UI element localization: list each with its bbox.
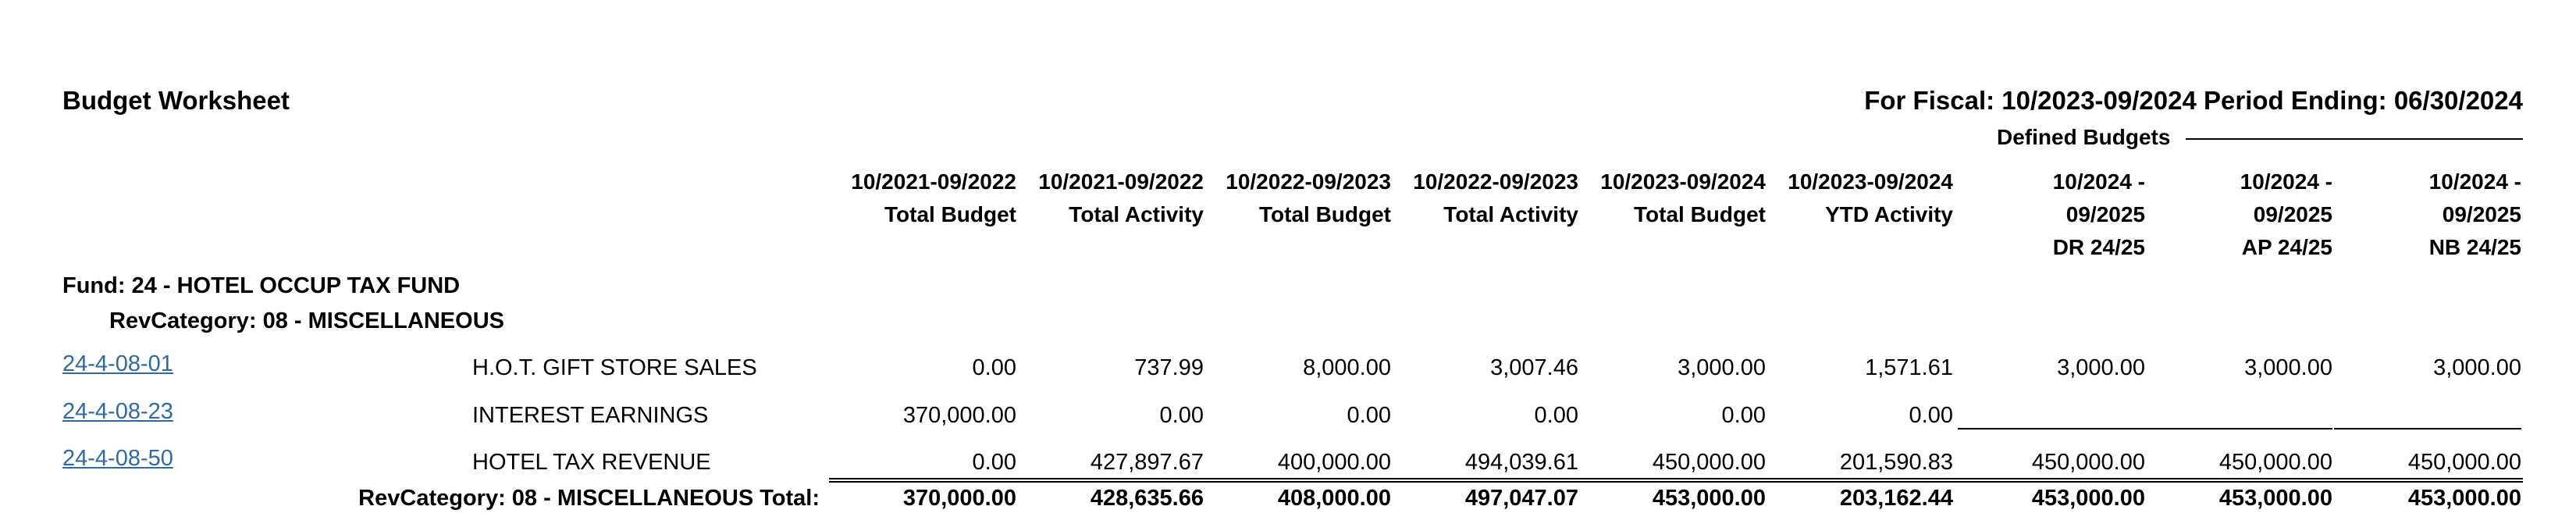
cell-value: 8,000.00 xyxy=(1303,355,1391,380)
cell-value: 427,897.67 xyxy=(1090,450,1204,475)
cell-value: 3,000.00 xyxy=(2244,355,2332,380)
total-rule-top-double xyxy=(829,481,2523,483)
account-link[interactable]: 24-4-08-01 xyxy=(62,351,173,376)
cell-value: 0.00 xyxy=(972,355,1016,380)
empty-cell-underline xyxy=(1958,428,2145,429)
defined-budgets-label: Defined Budgets xyxy=(1991,125,2177,150)
cell-value: 3,000.00 xyxy=(2433,355,2521,380)
col-header-7: 10/2024 -09/2025 DR 24/25 xyxy=(2052,169,2145,259)
cell-value: 3,007.46 xyxy=(1490,355,1578,380)
revcategory-label: RevCategory: 08 - MISCELLANEOUS xyxy=(109,308,504,333)
account-link[interactable]: 24-4-08-50 xyxy=(62,446,173,471)
total-value: 453,000.00 xyxy=(2407,486,2521,511)
total-value: 428,635.66 xyxy=(1090,486,1204,511)
fund-label: Fund: 24 - HOTEL OCCUP TAX FUND xyxy=(62,273,461,298)
total-value: 497,047.07 xyxy=(1464,486,1578,511)
col-header-6: 10/2023-09/2024 YTD Activity xyxy=(1788,169,1953,226)
col-header-5: 10/2023-09/2024 Total Budget xyxy=(1600,169,1766,226)
report-title: Budget Worksheet xyxy=(62,86,290,115)
fiscal-period: For Fiscal: 10/2023-09/2024 Period Endin… xyxy=(1864,86,2523,115)
total-value: 203,162.44 xyxy=(1839,486,1953,511)
defined-budgets-rule xyxy=(2186,138,2523,140)
col-header-3: 10/2022-09/2023 Total Budget xyxy=(1226,169,1391,226)
cell-value: 1,571.61 xyxy=(1865,355,1953,380)
cell-value: 0.00 xyxy=(1721,403,1766,428)
cell-value: 400,000.00 xyxy=(1277,450,1391,475)
cell-value: 450,000.00 xyxy=(1652,450,1766,475)
row-description: H.O.T. GIFT STORE SALES xyxy=(472,355,757,380)
cell-value: 201,590.83 xyxy=(1839,450,1953,475)
cell-value: 3,000.00 xyxy=(2057,355,2145,380)
empty-cell-underline xyxy=(2145,428,2332,429)
empty-cell-underline xyxy=(2334,428,2521,429)
cell-value: 737.99 xyxy=(1134,355,1204,380)
total-value: 453,000.00 xyxy=(2218,486,2332,511)
total-label: RevCategory: 08 - MISCELLANEOUS Total: xyxy=(358,486,820,511)
total-rule-top xyxy=(829,478,2523,479)
total-value: 408,000.00 xyxy=(1277,486,1391,511)
col-header-1: 10/2021-09/2022 Total Budget xyxy=(851,169,1016,226)
cell-value: 0.00 xyxy=(972,450,1016,475)
col-header-4: 10/2022-09/2023 Total Activity xyxy=(1413,169,1578,226)
total-value: 453,000.00 xyxy=(1652,486,1766,511)
cell-value: 0.00 xyxy=(1534,403,1578,428)
cell-value: 450,000.00 xyxy=(2407,450,2521,475)
row-description: HOTEL TAX REVENUE xyxy=(472,450,711,475)
row-description: INTEREST EARNINGS xyxy=(472,403,709,428)
cell-value: 0.00 xyxy=(1347,403,1391,428)
col-header-9: 10/2024 -09/2025 NB 24/25 xyxy=(2428,169,2521,259)
cell-value: 450,000.00 xyxy=(2031,450,2145,475)
col-header-8: 10/2024 -09/2025 AP 24/25 xyxy=(2240,169,2332,259)
cell-value: 0.00 xyxy=(1909,403,1953,428)
account-link[interactable]: 24-4-08-23 xyxy=(62,399,173,424)
cell-value: 3,000.00 xyxy=(1678,355,1766,380)
cell-value: 0.00 xyxy=(1159,403,1204,428)
defined-budgets-group: Defined Budgets xyxy=(1952,125,2523,153)
cell-value: 494,039.61 xyxy=(1464,450,1578,475)
total-value: 453,000.00 xyxy=(2031,486,2145,511)
total-value: 370,000.00 xyxy=(902,486,1016,511)
col-header-2: 10/2021-09/2022 Total Activity xyxy=(1038,169,1204,226)
cell-value: 450,000.00 xyxy=(2218,450,2332,475)
cell-value: 370,000.00 xyxy=(902,403,1016,428)
